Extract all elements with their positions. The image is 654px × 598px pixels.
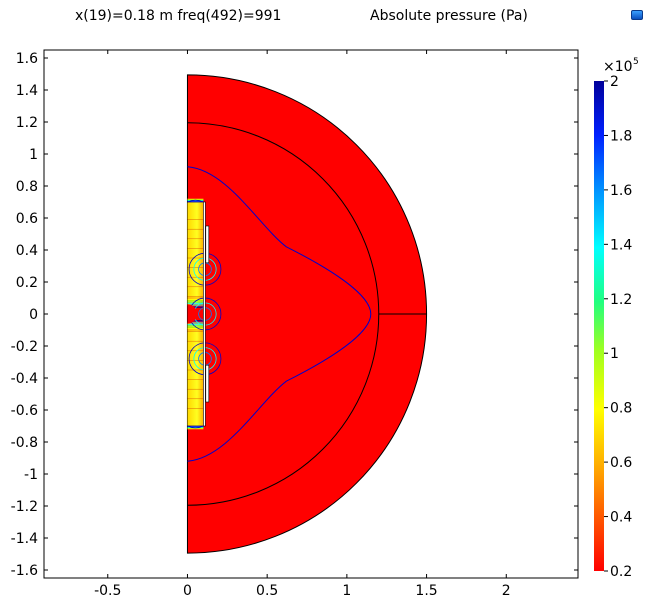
domain-outer: [186, 74, 427, 554]
x-tick-label: 1.5: [415, 583, 437, 598]
domain-inner-boundary: [187, 122, 380, 506]
colorbar: ×10 5 2 1.8 1.6 1.4 1.2 1 0.8 0.6 0.4 0.2: [594, 57, 639, 580]
colorbar-tick-label: 0.4: [610, 510, 632, 526]
y-tick-label: -1.4: [11, 531, 38, 547]
strip-end-contour: [187, 199, 204, 203]
high-pressure-region-lower: [187, 322, 204, 426]
boundary-element: [205, 225, 210, 264]
colorbar-multiplier: ×10: [603, 59, 633, 75]
colorbar-tick-label: 1.2: [610, 292, 632, 308]
y-tick-label: -0.8: [11, 435, 38, 451]
y-tick-label: 1.6: [16, 51, 38, 67]
central-low-region: [187, 304, 198, 324]
colorbar-tick-label: 0.2: [610, 564, 632, 580]
colorbar-tick-label: 0.6: [610, 455, 632, 471]
high-pressure-region-upper: [187, 202, 204, 306]
isobar-contour: [187, 166, 372, 462]
colorbar-tick-label: 1: [610, 346, 619, 362]
axis-ticks: -0.5 0 0.5 1 1.5 2 1.6 1.4 1.2 1 0.8 0.6 0.4 0.2 0 -0.2…: [11, 50, 578, 598]
y-tick-label: 0.4: [16, 243, 38, 259]
plot-area: [186, 74, 427, 554]
strip-end-contour: [187, 425, 204, 429]
y-tick-label: -1: [24, 467, 38, 483]
x-tick-label: 0.5: [256, 583, 278, 598]
y-tick-label: 1: [29, 147, 38, 163]
window-icon[interactable]: [631, 10, 643, 20]
colorbar-tick-label: 0.8: [610, 401, 632, 417]
y-tick-label: 1.4: [16, 83, 38, 99]
boundary-element: [205, 364, 210, 403]
y-tick-label: 1.2: [16, 115, 38, 131]
x-tick-label: 0: [183, 583, 192, 598]
x-tick-label: 1: [342, 583, 351, 598]
y-tick-label: -1.6: [11, 563, 38, 579]
colorbar-exponent: 5: [633, 57, 639, 67]
colorbar-tick-label: 1.6: [610, 183, 632, 199]
x-tick-label: -0.5: [94, 583, 121, 598]
plot-title: Absolute pressure (Pa): [370, 8, 528, 24]
colorbar-gradient: [594, 81, 604, 571]
plot-subtitle: x(19)=0.18 m freq(492)=991: [75, 8, 282, 24]
colorbar-tick-label: 1.8: [610, 128, 632, 144]
y-tick-label: -0.4: [11, 371, 38, 387]
boundary-strip: [203, 201, 206, 427]
x-tick-label: 2: [502, 583, 511, 598]
y-tick-label: 0.8: [16, 179, 38, 195]
y-tick-label: 0.6: [16, 211, 38, 227]
y-tick-label: -0.6: [11, 403, 38, 419]
y-tick-label: 0: [29, 307, 38, 323]
colorbar-tick-label: 2: [610, 74, 619, 90]
colorbar-tick-label: 1.4: [610, 237, 632, 253]
y-tick-label: -0.2: [11, 339, 38, 355]
y-tick-label: -1.2: [11, 499, 38, 515]
y-tick-label: 0.2: [16, 275, 38, 291]
